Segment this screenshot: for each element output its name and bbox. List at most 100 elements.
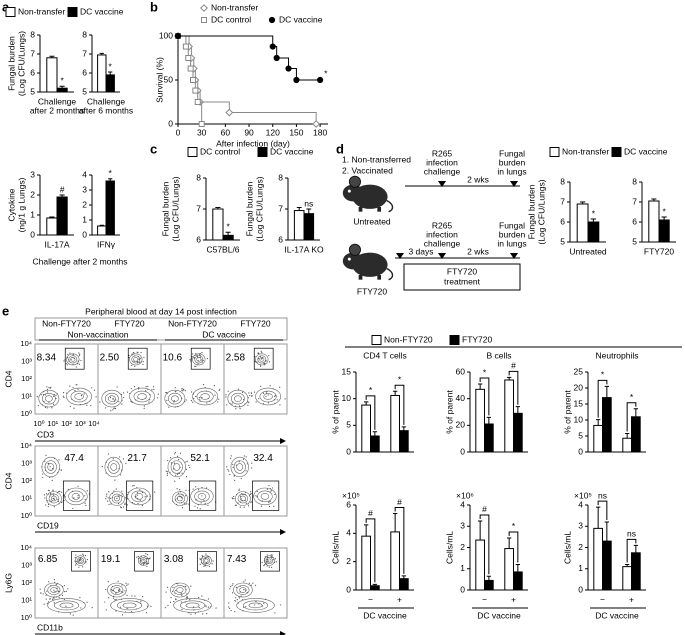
y-tick-label: 10⁴ [20,543,32,552]
event-dot [255,495,257,497]
event-dot [167,459,169,462]
event-dot [121,614,124,616]
x-axis-label: DC vaccine [363,610,407,620]
event-dot [148,558,150,560]
bar [484,579,494,591]
event-dot [192,488,194,490]
event-dot [260,505,263,507]
y-tick-label: 7 [632,196,637,206]
event-dot [63,396,65,399]
y-tick-label: 0 [82,229,87,239]
event-dot [43,494,46,496]
event-dot [46,602,48,604]
event-dot [174,480,176,482]
event-dot [198,596,200,599]
significance: * [226,222,230,232]
legend-label: Non-transfer [562,146,609,156]
bracket [365,518,376,583]
event-dot [180,592,182,594]
event-dot [167,586,169,589]
event-dot [45,493,48,495]
contour [139,557,147,565]
event-dot [42,593,44,595]
event-dot [230,610,232,612]
event-dot [143,407,145,409]
bar [399,578,409,591]
significance: # [482,504,487,514]
event-dot [218,389,220,391]
event-dot [268,560,270,562]
event-dot [124,502,126,504]
event-dot [126,504,129,506]
bar [390,394,400,453]
event-dot [229,473,231,476]
event-dot [137,351,139,354]
y-tick-label: 6 [346,499,351,509]
bar [593,424,603,453]
event-dot [179,489,181,491]
error-bar [99,52,104,55]
event-dot [118,589,120,591]
bar [593,527,603,591]
flow-plot [223,547,288,619]
event-dot [240,477,242,480]
event-dot [111,589,113,591]
event-dot [82,554,85,556]
x-axis-label: CD19 [37,520,59,530]
event-dot [263,602,265,604]
x-axis-label: DC vaccine [477,610,521,620]
error-bar [392,390,398,396]
error-bar [215,206,221,209]
event-dot [75,554,77,556]
event-dot [212,560,214,562]
y-tick-label: 40 [456,393,466,403]
contour [131,490,147,503]
y-tick-label: 10³ [21,458,32,467]
y-tick-label: 10¹ [21,391,32,400]
contour [233,582,253,598]
event-dot [185,495,187,497]
y-tick-label: 3 [460,521,465,531]
panel-label: b [150,0,158,14]
event-dot [167,604,169,606]
event-dot [78,352,80,354]
event-dot [118,456,121,458]
bar [303,213,315,241]
event-label: R265 [432,220,453,230]
gate-percent: 21.7 [127,453,147,464]
event-dot [79,596,81,599]
contour [194,355,204,364]
y-tick-label: 8 [560,176,565,186]
event-dot [249,493,251,495]
flow-plot [34,343,99,415]
event-dot [145,390,147,392]
event-dot [105,498,107,500]
gate-percent: 47.4 [64,453,84,464]
gate [71,551,91,572]
event-dot [202,613,204,615]
error-bar [401,426,407,431]
event-dot [207,598,210,600]
bar [658,219,670,243]
bracket [597,500,608,520]
flow-plot [223,343,288,415]
contour [138,555,149,566]
event-dot [194,613,196,615]
group-label: DC vaccine [202,329,246,339]
legend-swatch [5,7,16,17]
event-dot [259,365,262,367]
contour [104,456,123,478]
bar [602,540,612,591]
bar [602,397,612,453]
event-dot [172,586,174,588]
significance: * [60,76,64,86]
event-dot [107,453,110,455]
event-dot [121,403,123,405]
event-dot [274,395,276,398]
contour [129,387,156,406]
y-tick-label: 0 [460,446,465,456]
x-tick-label: + [397,594,402,604]
error-bar [49,216,55,218]
survival-marker [187,65,194,72]
event-dot [53,506,55,508]
